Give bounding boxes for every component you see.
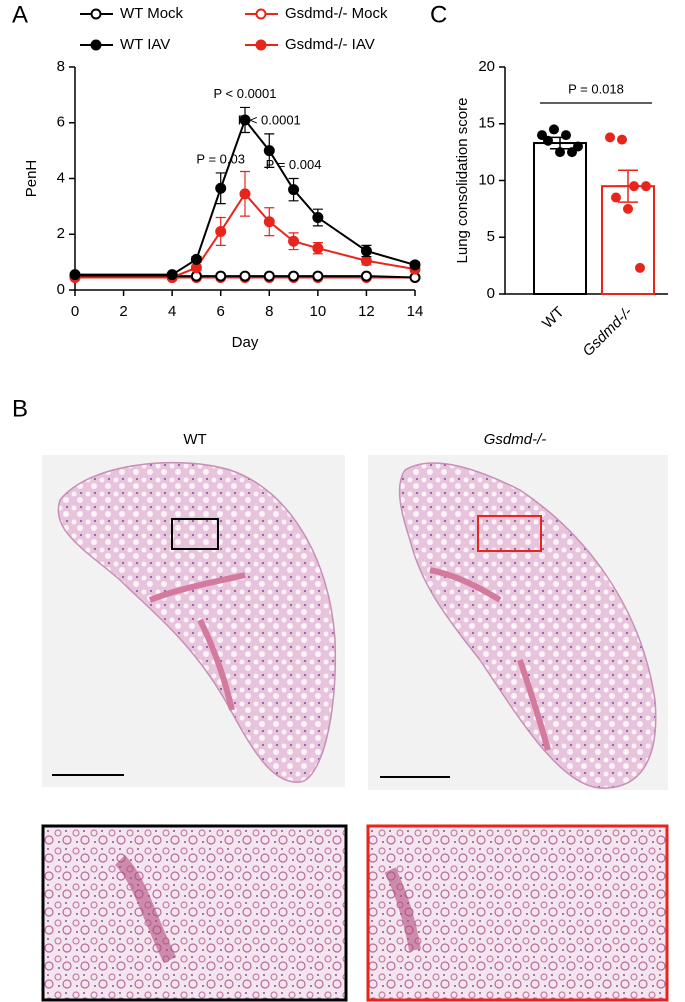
annotation: P = 0.03 bbox=[196, 151, 245, 166]
legend-label: Gsdmd-/- Mock bbox=[285, 5, 388, 22]
y-tick-label: 0 bbox=[57, 281, 65, 298]
panel-label: C bbox=[430, 1, 447, 28]
x-tick-label: 0 bbox=[71, 303, 79, 320]
y-tick-label: 4 bbox=[57, 169, 65, 186]
point bbox=[69, 269, 81, 281]
point bbox=[288, 235, 300, 247]
histology-inset-wt bbox=[41, 824, 348, 1002]
legend-marker bbox=[90, 8, 102, 20]
x-tick-label: 2 bbox=[119, 303, 127, 320]
annotation: P = 0.004 bbox=[266, 157, 322, 172]
annotation: P < 0.0001 bbox=[238, 112, 301, 127]
point bbox=[288, 184, 300, 196]
data-point bbox=[567, 147, 577, 158]
point bbox=[263, 216, 275, 228]
legend-label: WT Mock bbox=[120, 5, 184, 22]
point bbox=[239, 188, 251, 200]
point bbox=[360, 255, 372, 267]
point bbox=[360, 245, 372, 257]
x-tick-label: 4 bbox=[168, 303, 176, 320]
point bbox=[312, 242, 324, 254]
y-tick-label: 2 bbox=[57, 225, 65, 242]
x-axis-label: Day bbox=[232, 334, 259, 351]
series-line bbox=[75, 192, 416, 279]
panel-label: B bbox=[12, 395, 28, 422]
point bbox=[360, 270, 372, 282]
y-tick-label: 10 bbox=[478, 171, 495, 188]
point bbox=[215, 225, 227, 237]
point bbox=[409, 259, 421, 271]
point bbox=[190, 253, 202, 265]
histology-ko bbox=[368, 455, 668, 790]
data-point bbox=[623, 203, 633, 214]
y-axis-label: PenH bbox=[23, 160, 40, 198]
data-point bbox=[617, 134, 627, 145]
point bbox=[263, 270, 275, 282]
legend-marker bbox=[255, 8, 267, 20]
y-axis-label: Lung consolidation score bbox=[454, 98, 471, 264]
histology-wt bbox=[42, 455, 345, 787]
error-bar bbox=[546, 136, 574, 150]
histology-inset-ko bbox=[366, 824, 669, 1002]
histology-title: WT bbox=[183, 431, 206, 448]
x-tick-label: 14 bbox=[407, 303, 424, 320]
point bbox=[239, 114, 251, 126]
legend-label: Gsdmd-/- IAV bbox=[285, 36, 375, 53]
y-tick-label: 20 bbox=[478, 58, 495, 75]
y-tick-label: 0 bbox=[487, 285, 495, 302]
point bbox=[312, 270, 324, 282]
data-point bbox=[561, 130, 571, 141]
point bbox=[239, 270, 251, 282]
error-bar bbox=[614, 169, 642, 203]
annotation: P = 0.018 bbox=[568, 81, 624, 96]
series-line bbox=[75, 275, 416, 279]
y-tick-label: 8 bbox=[57, 58, 65, 75]
data-point bbox=[555, 147, 565, 158]
data-point bbox=[605, 132, 615, 143]
data-point bbox=[549, 124, 559, 135]
point bbox=[288, 270, 300, 282]
y-tick-label: 6 bbox=[57, 114, 65, 131]
x-tick-label: Gsdmd-/- bbox=[579, 304, 635, 360]
x-tick-label: 12 bbox=[358, 303, 375, 320]
x-tick-label: 6 bbox=[217, 303, 225, 320]
annotation: P < 0.0001 bbox=[213, 86, 276, 101]
panel-label: A bbox=[12, 1, 28, 28]
x-tick-label: 8 bbox=[265, 303, 273, 320]
x-tick-label: 10 bbox=[310, 303, 327, 320]
point bbox=[215, 270, 227, 282]
legend-marker bbox=[90, 39, 102, 51]
point bbox=[215, 182, 227, 194]
data-point bbox=[641, 181, 651, 192]
point bbox=[312, 212, 324, 224]
x-tick-label: WT bbox=[539, 304, 568, 333]
series-line bbox=[75, 117, 416, 276]
point bbox=[166, 269, 178, 281]
y-tick-label: 5 bbox=[487, 228, 495, 245]
legend-marker bbox=[255, 39, 267, 51]
data-point bbox=[611, 192, 621, 203]
bar bbox=[533, 142, 587, 295]
legend-label: WT IAV bbox=[120, 36, 170, 53]
data-point bbox=[635, 262, 645, 273]
histology-title: Gsdmd-/- bbox=[484, 431, 547, 448]
point bbox=[263, 145, 275, 157]
y-tick-label: 15 bbox=[478, 115, 495, 132]
